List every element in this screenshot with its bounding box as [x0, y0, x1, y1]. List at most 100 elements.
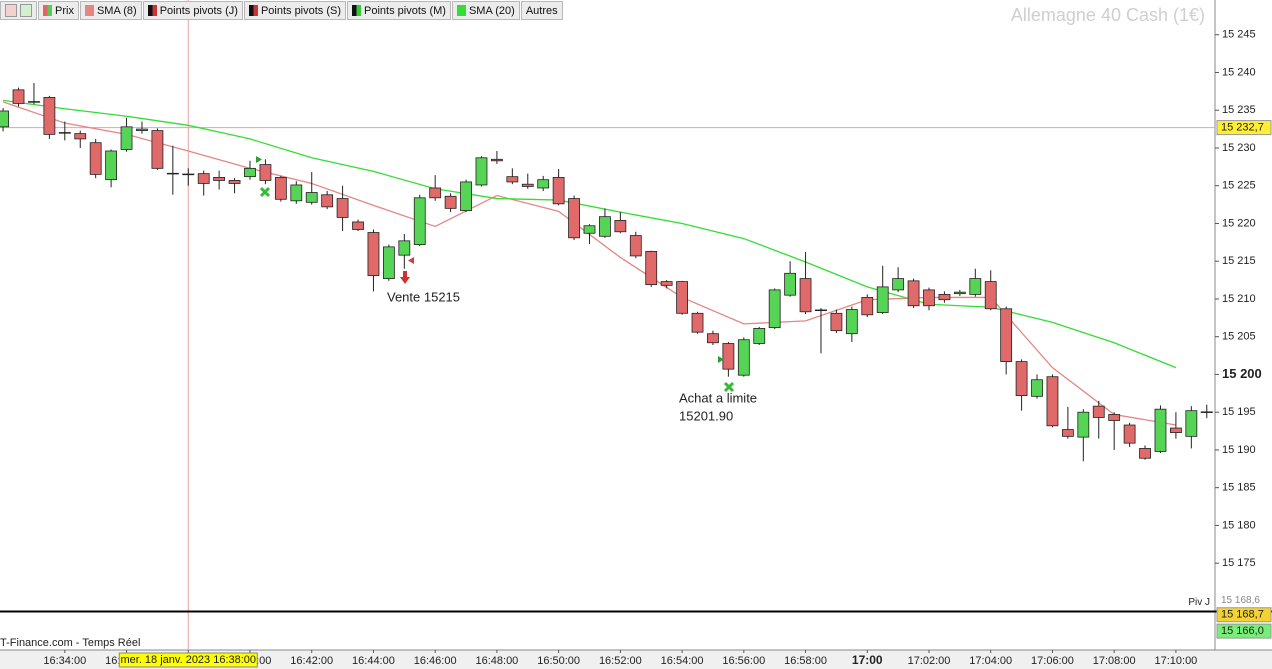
button-label: Autres	[525, 4, 558, 17]
cursor-date-box	[118, 652, 258, 668]
candle-body	[707, 333, 719, 344]
candle-body	[876, 286, 889, 313]
y-tick-label: 15 225	[1222, 180, 1256, 192]
candle-body	[1139, 448, 1151, 459]
candle-body	[907, 280, 920, 307]
y-tick-label: 15 240	[1222, 66, 1256, 78]
y-tick-label: 15 245	[1222, 29, 1256, 41]
marker-cross	[259, 186, 271, 198]
y-tick-label: 15 235	[1222, 104, 1256, 116]
toolbar-icons[interactable]	[0, 1, 37, 20]
y-tick-label: 15 185	[1222, 482, 1256, 494]
x-tick-label: 16:52:00	[599, 655, 642, 667]
candle-body	[151, 130, 164, 169]
pivot-name: Piv J	[1188, 597, 1210, 608]
candle-body	[382, 246, 395, 279]
x-tick-label: 16:54:00	[661, 655, 704, 667]
marker-triangle	[718, 356, 724, 363]
time-axis-panel	[0, 650, 1272, 669]
x-tick-label: 16:50:00	[537, 655, 580, 667]
candle-body	[861, 297, 874, 316]
candle-body	[568, 198, 580, 239]
candle-body	[120, 126, 133, 150]
candle-body	[660, 281, 673, 286]
candle-body	[213, 177, 226, 181]
candle-body	[460, 181, 472, 212]
candle-body	[784, 272, 797, 296]
candle-body	[1092, 405, 1105, 418]
candle-body	[491, 158, 503, 162]
legend-item[interactable]: SMA (20)	[451, 1, 520, 20]
candle-body	[923, 289, 935, 307]
y-tick-label: 15 230	[1222, 142, 1256, 154]
x-tick-label: 16:42:00	[290, 655, 333, 667]
candle-body	[12, 89, 25, 104]
marker-triangle	[256, 156, 262, 163]
annotation: Vente 15215	[387, 289, 460, 304]
legend-item[interactable]: SMA (8)	[79, 1, 142, 20]
legend-item[interactable]: Points pivots (J)	[142, 1, 243, 20]
candle-body	[521, 183, 534, 187]
legend-item[interactable]: Prix	[38, 1, 79, 20]
candle-body	[89, 142, 102, 175]
y-tick-label: 15 190	[1222, 444, 1256, 456]
candle-body	[1015, 361, 1028, 396]
candle-body	[0, 110, 9, 128]
candle-body	[398, 240, 411, 256]
candle-body	[938, 294, 951, 301]
candle-body	[691, 312, 704, 333]
candle-body	[105, 150, 118, 181]
candle-body	[43, 96, 56, 135]
legend-item[interactable]: Points pivots (S)	[243, 1, 347, 20]
candle-body	[429, 187, 442, 199]
legend-label: SMA (20)	[468, 4, 515, 17]
candle-body	[892, 278, 905, 291]
x-tick-label: 17:04:00	[969, 655, 1012, 667]
candle-body	[1154, 408, 1167, 452]
candle-body	[953, 291, 966, 295]
y-tick-label: 15 210	[1222, 293, 1256, 305]
y-tick-label: 15 175	[1222, 557, 1256, 569]
legend-label: Points pivots (M)	[364, 4, 446, 17]
candle-body	[336, 198, 349, 218]
candle-body	[753, 327, 766, 344]
candle-body	[969, 278, 982, 295]
legend-label: Prix	[55, 4, 74, 17]
candle-body	[599, 216, 611, 237]
x-tick-label: 17:00	[852, 653, 883, 667]
candle-body	[1031, 379, 1043, 397]
legend-item[interactable]: Points pivots (M)	[347, 1, 451, 20]
candle-body	[74, 133, 87, 140]
marker-arrow-down	[400, 271, 410, 284]
x-tick-label: 17:10:00	[1154, 655, 1197, 667]
candle-body	[1108, 414, 1121, 421]
candle-body	[367, 232, 380, 276]
y-tick-label: 15 180	[1222, 519, 1256, 531]
candle-body	[737, 339, 750, 376]
x-tick-label: 16:34:00	[43, 655, 86, 667]
candle-body	[244, 167, 256, 178]
candle-body	[552, 177, 565, 205]
x-tick-label: 17:08:00	[1093, 655, 1136, 667]
y-tick-label: 15 195	[1222, 406, 1256, 418]
trade-markers	[256, 156, 735, 393]
x-tick-label: 16:46:00	[414, 655, 457, 667]
candle-body	[475, 157, 488, 186]
y-tick-label: 15 220	[1222, 217, 1256, 229]
candle-body	[676, 281, 688, 314]
x-tick-label: 16:44:00	[352, 655, 395, 667]
source: T-Finance.com - Temps Réel	[0, 637, 140, 649]
candle-body	[352, 221, 364, 230]
candle-body	[1170, 427, 1182, 433]
candle-body	[197, 173, 210, 184]
annotation: 15201.90	[679, 408, 733, 423]
pivot-label: 15 168,6	[1221, 595, 1260, 606]
y-tick-label: 15 215	[1222, 255, 1256, 267]
price-axis-panel	[1215, 0, 1272, 650]
button[interactable]: Autres	[520, 1, 563, 20]
x-tick-label: 17:02:00	[908, 655, 951, 667]
candle-body	[413, 197, 426, 245]
